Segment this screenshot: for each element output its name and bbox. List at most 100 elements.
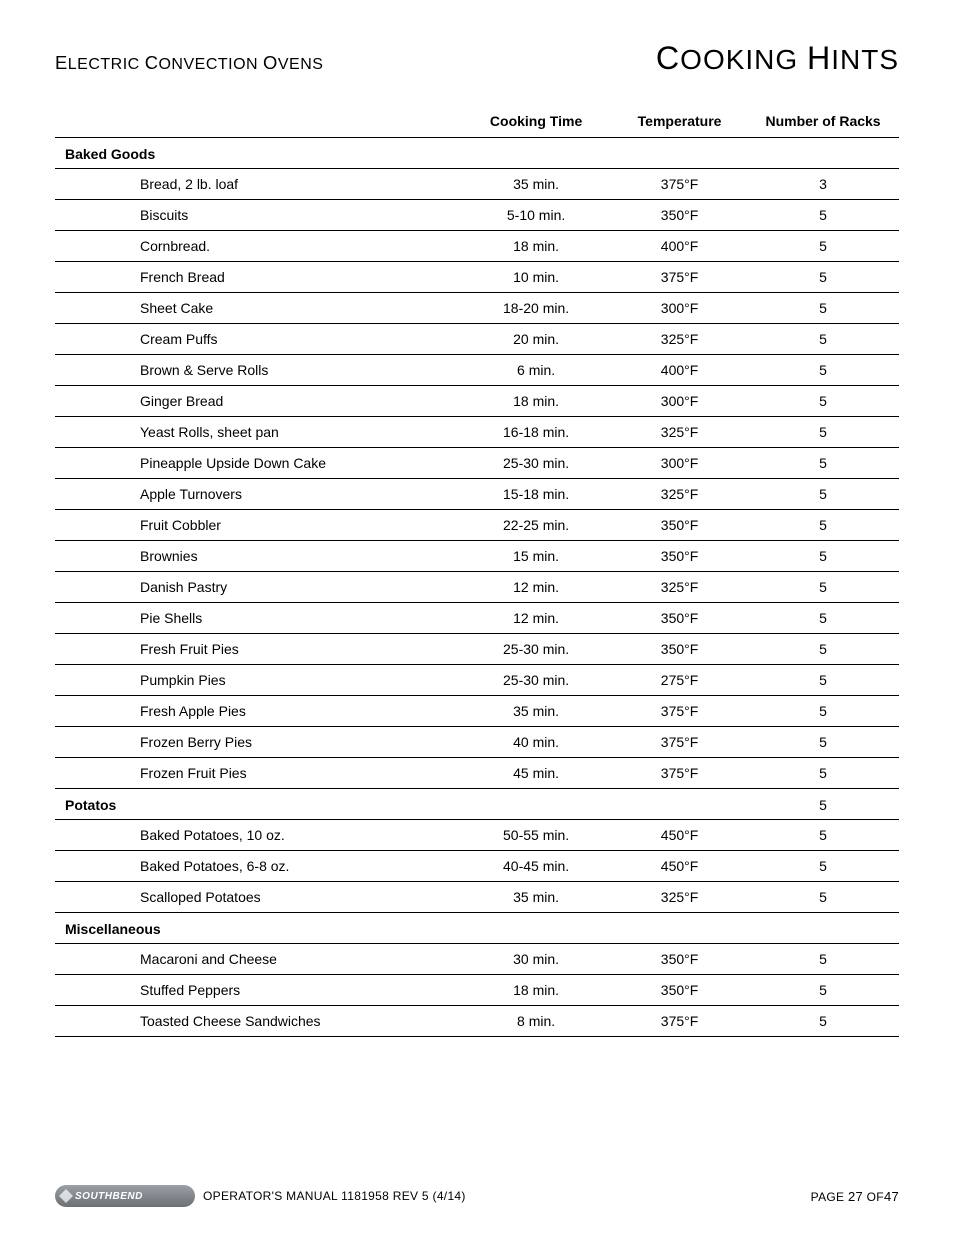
temp-cell: 400°F (612, 231, 747, 262)
time-cell: 22-25 min. (460, 510, 612, 541)
item-cell: Brownies (55, 541, 460, 572)
racks-cell: 3 (747, 169, 899, 200)
time-cell: 18-20 min. (460, 293, 612, 324)
item-cell: Biscuits (55, 200, 460, 231)
table-row: Yeast Rolls, sheet pan16-18 min.325°F5 (55, 417, 899, 448)
temp-cell: 400°F (612, 355, 747, 386)
table-row: Toasted Cheese Sandwiches8 min.375°F5 (55, 1006, 899, 1037)
item-cell: Fresh Apple Pies (55, 696, 460, 727)
time-cell: 30 min. (460, 944, 612, 975)
temp-cell: 300°F (612, 293, 747, 324)
header-right: COOKING HINTS (656, 40, 899, 77)
col-header-time: Cooking Time (460, 107, 612, 138)
item-cell: Ginger Bread (55, 386, 460, 417)
racks-cell: 5 (747, 479, 899, 510)
racks-cell: 5 (747, 262, 899, 293)
col-header-item (55, 107, 460, 138)
temp-cell: 350°F (612, 975, 747, 1006)
table-row: Pie Shells12 min.350°F5 (55, 603, 899, 634)
table-row: Fresh Apple Pies35 min.375°F5 (55, 696, 899, 727)
southbend-logo: SOUTHBEND (55, 1185, 195, 1207)
item-cell: Cream Puffs (55, 324, 460, 355)
time-cell: 15-18 min. (460, 479, 612, 510)
section-racks: 5 (747, 789, 899, 820)
table-row: Baked Potatoes, 10 oz.50-55 min.450°F5 (55, 820, 899, 851)
temp-cell: 325°F (612, 417, 747, 448)
racks-cell: 5 (747, 510, 899, 541)
racks-cell: 5 (747, 851, 899, 882)
racks-cell: 5 (747, 975, 899, 1006)
item-cell: Baked Potatoes, 6-8 oz. (55, 851, 460, 882)
temp-cell: 325°F (612, 324, 747, 355)
item-cell: Cornbread. (55, 231, 460, 262)
racks-cell: 5 (747, 696, 899, 727)
table-header-row: Cooking Time Temperature Number of Racks (55, 107, 899, 138)
item-cell: Frozen Fruit Pies (55, 758, 460, 789)
temp-cell: 375°F (612, 696, 747, 727)
item-cell: Baked Potatoes, 10 oz. (55, 820, 460, 851)
racks-cell: 5 (747, 758, 899, 789)
table-row: Brown & Serve Rolls6 min.400°F5 (55, 355, 899, 386)
table-row: Ginger Bread18 min.300°F5 (55, 386, 899, 417)
item-cell: Frozen Berry Pies (55, 727, 460, 758)
time-cell: 40 min. (460, 727, 612, 758)
table-row: French Bread10 min.375°F5 (55, 262, 899, 293)
item-cell: Brown & Serve Rolls (55, 355, 460, 386)
temp-cell: 350°F (612, 200, 747, 231)
racks-cell: 5 (747, 665, 899, 696)
table-row: Stuffed Peppers18 min.350°F5 (55, 975, 899, 1006)
temp-cell: 350°F (612, 510, 747, 541)
item-cell: Macaroni and Cheese (55, 944, 460, 975)
table-row: Cream Puffs20 min.325°F5 (55, 324, 899, 355)
item-cell: Fruit Cobbler (55, 510, 460, 541)
item-cell: Bread, 2 lb. loaf (55, 169, 460, 200)
section-title: Potatos (55, 789, 747, 820)
table-row: Sheet Cake18-20 min.300°F5 (55, 293, 899, 324)
temp-cell: 375°F (612, 727, 747, 758)
temp-cell: 325°F (612, 479, 747, 510)
time-cell: 25-30 min. (460, 665, 612, 696)
table-row: Brownies15 min.350°F5 (55, 541, 899, 572)
table-row: Bread, 2 lb. loaf35 min.375°F3 (55, 169, 899, 200)
page-total: 47 (884, 1189, 899, 1204)
table-row: Baked Potatoes, 6-8 oz.40-45 min.450°F5 (55, 851, 899, 882)
temp-cell: 350°F (612, 603, 747, 634)
item-cell: Toasted Cheese Sandwiches (55, 1006, 460, 1037)
header-left: ELECTRIC CONVECTION OVENS (55, 52, 323, 74)
item-cell: Pineapple Upside Down Cake (55, 448, 460, 479)
item-cell: Danish Pastry (55, 572, 460, 603)
temp-cell: 375°F (612, 262, 747, 293)
racks-cell: 5 (747, 1006, 899, 1037)
temp-cell: 300°F (612, 386, 747, 417)
time-cell: 25-30 min. (460, 448, 612, 479)
temp-cell: 300°F (612, 448, 747, 479)
temp-cell: 450°F (612, 851, 747, 882)
time-cell: 12 min. (460, 572, 612, 603)
racks-cell: 5 (747, 882, 899, 913)
col-header-racks: Number of Racks (747, 107, 899, 138)
temp-cell: 350°F (612, 634, 747, 665)
section-title: Baked Goods (55, 138, 747, 169)
table-row: Macaroni and Cheese30 min.350°F5 (55, 944, 899, 975)
table-row: Biscuits5-10 min.350°F5 (55, 200, 899, 231)
time-cell: 18 min. (460, 231, 612, 262)
page-header: ELECTRIC CONVECTION OVENS COOKING HINTS (55, 40, 899, 77)
racks-cell: 5 (747, 200, 899, 231)
racks-cell: 5 (747, 293, 899, 324)
racks-cell: 5 (747, 541, 899, 572)
item-cell: Pie Shells (55, 603, 460, 634)
col-header-temp: Temperature (612, 107, 747, 138)
temp-cell: 375°F (612, 1006, 747, 1037)
item-cell: Stuffed Peppers (55, 975, 460, 1006)
racks-cell: 5 (747, 386, 899, 417)
section-row: Miscellaneous (55, 913, 899, 944)
page-suffix: OF (863, 1190, 884, 1204)
item-cell: Apple Turnovers (55, 479, 460, 510)
time-cell: 35 min. (460, 882, 612, 913)
temp-cell: 375°F (612, 758, 747, 789)
item-cell: Scalloped Potatoes (55, 882, 460, 913)
racks-cell: 5 (747, 727, 899, 758)
footer-right: PAGE 27 OF47 (811, 1189, 899, 1204)
item-cell: Sheet Cake (55, 293, 460, 324)
footer-left: SOUTHBEND OPERATOR'S MANUAL 1181958 REV … (55, 1185, 466, 1207)
